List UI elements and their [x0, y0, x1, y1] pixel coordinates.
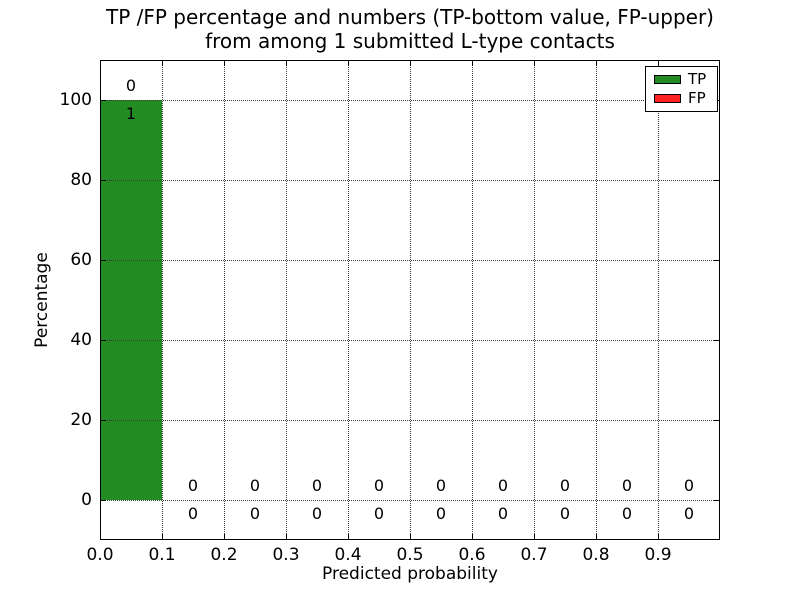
- tp-count-bin-6: 0: [497, 504, 509, 523]
- y-tick-label-0: 0: [81, 490, 92, 510]
- x-tick-bottom-0: [100, 534, 101, 540]
- fp-count-bin-1: 0: [187, 476, 199, 495]
- x-tick-label-0.9: 0.9: [644, 545, 672, 565]
- y-axis-label: Percentage: [32, 252, 52, 348]
- x-tick-label-0.0: 0.0: [86, 545, 114, 565]
- x-tick-label-0.5: 0.5: [396, 545, 424, 565]
- y-tick-left-0: [100, 500, 106, 501]
- tp-count-bin-2: 0: [249, 504, 261, 523]
- gridline-x-0.9: [658, 60, 659, 540]
- x-tick-bottom-0.4: [348, 534, 349, 540]
- x-tick-bottom-0.2: [224, 534, 225, 540]
- x-axis-label: Predicted probability: [322, 564, 498, 584]
- gridline-x-0.1: [162, 60, 163, 540]
- y-tick-left-20: [100, 420, 106, 421]
- fp-count-bin-9: 0: [683, 476, 695, 495]
- gridline-x-0.6: [472, 60, 473, 540]
- gridline-y-60: [100, 260, 720, 261]
- tp-count-bin-5: 0: [435, 504, 447, 523]
- tp-legend-label: TP: [688, 69, 707, 88]
- y-tick-label-80: 80: [70, 170, 92, 190]
- legend: TP FP: [645, 66, 718, 112]
- gridline-x-0.2: [224, 60, 225, 540]
- y-tick-label-40: 40: [70, 330, 92, 350]
- x-tick-bottom-0.3: [286, 534, 287, 540]
- gridline-y-40: [100, 340, 720, 341]
- x-tick-label-0.2: 0.2: [210, 545, 238, 565]
- fp-count-bin-7: 0: [559, 476, 571, 495]
- y-tick-left-80: [100, 180, 106, 181]
- gridline-x-0.5: [410, 60, 411, 540]
- tp-count-bin-3: 0: [311, 504, 323, 523]
- x-tick-label-0.3: 0.3: [272, 545, 300, 565]
- tp-count-bin-7: 0: [559, 504, 571, 523]
- fp-count-bin-4: 0: [373, 476, 385, 495]
- y-tick-right-80: [714, 180, 720, 181]
- y-tick-right-0: [714, 500, 720, 501]
- tp-count-bin-0: 1: [125, 104, 137, 123]
- y-tick-left-60: [100, 260, 106, 261]
- x-tick-top-0: [100, 60, 101, 66]
- x-tick-bottom-0.8: [596, 534, 597, 540]
- y-tick-left-100: [100, 100, 106, 101]
- y-tick-left-40: [100, 340, 106, 341]
- x-tick-top-0.9: [658, 60, 659, 66]
- x-tick-top-0.8: [596, 60, 597, 66]
- x-tick-label-0.6: 0.6: [458, 545, 486, 565]
- fp-count-bin-5: 0: [435, 476, 447, 495]
- bar-tp-bin-0: [100, 100, 162, 500]
- gridline-y-100: [100, 100, 720, 101]
- chart-title: TP /FP percentage and numbers (TP-bottom…: [100, 5, 720, 53]
- y-tick-right-60: [714, 260, 720, 261]
- tp-count-bin-1: 0: [187, 504, 199, 523]
- x-tick-bottom-0.5: [410, 534, 411, 540]
- x-tick-top-0.1: [162, 60, 163, 66]
- x-tick-top-0.7: [534, 60, 535, 66]
- y-tick-label-20: 20: [70, 410, 92, 430]
- x-tick-label-0.8: 0.8: [582, 545, 610, 565]
- gridline-x-0.4: [348, 60, 349, 540]
- tp-count-bin-9: 0: [683, 504, 695, 523]
- fp-legend-swatch: [654, 94, 681, 104]
- fp-count-bin-0: 0: [125, 76, 137, 95]
- x-tick-label-0.4: 0.4: [334, 545, 362, 565]
- fp-count-bin-8: 0: [621, 476, 633, 495]
- tp-legend-swatch: [654, 74, 681, 84]
- x-tick-bottom-0.6: [472, 534, 473, 540]
- fp-count-bin-2: 0: [249, 476, 261, 495]
- gridline-x-0.3: [286, 60, 287, 540]
- fp-count-bin-6: 0: [497, 476, 509, 495]
- x-tick-label-0.7: 0.7: [520, 545, 548, 565]
- y-tick-label-100: 100: [59, 90, 92, 110]
- x-tick-label-0.1: 0.1: [148, 545, 176, 565]
- gridline-y-80: [100, 180, 720, 181]
- chart-title-line-1: TP /FP percentage and numbers (TP-bottom…: [106, 5, 714, 29]
- x-tick-top-0.3: [286, 60, 287, 66]
- x-tick-bottom-0.7: [534, 534, 535, 540]
- y-tick-right-20: [714, 420, 720, 421]
- y-tick-right-40: [714, 340, 720, 341]
- legend-item-fp: FP: [654, 91, 717, 106]
- tp-count-bin-4: 0: [373, 504, 385, 523]
- x-tick-bottom-0.9: [658, 534, 659, 540]
- plot-area: 0 1 0 0 0 0 0 0 0 0 0 0 0 0 0 0 0 0 0 0 0.0 0.1 0.2 0.3 0.4 0.5 0.…: [60, 60, 720, 564]
- fp-legend-label: FP: [688, 89, 706, 108]
- chart-title-line-2: from among 1 submitted L-type contacts: [205, 29, 615, 53]
- y-tick-label-60: 60: [70, 250, 92, 270]
- x-tick-top-0.6: [472, 60, 473, 66]
- tp-count-bin-8: 0: [621, 504, 633, 523]
- gridline-y-20: [100, 420, 720, 421]
- x-tick-bottom-0.1: [162, 534, 163, 540]
- x-tick-top-0.4: [348, 60, 349, 66]
- x-tick-top-0.2: [224, 60, 225, 66]
- gridline-y-0: [100, 500, 720, 501]
- gridline-x-0.8: [596, 60, 597, 540]
- fp-count-bin-3: 0: [311, 476, 323, 495]
- legend-item-tp: TP: [654, 69, 717, 88]
- x-tick-top-0.5: [410, 60, 411, 66]
- gridline-x-0.7: [534, 60, 535, 540]
